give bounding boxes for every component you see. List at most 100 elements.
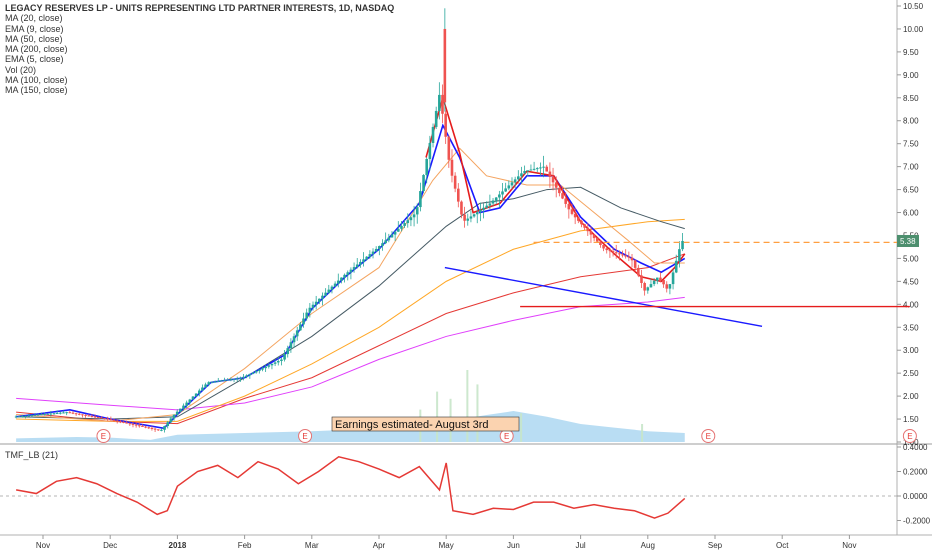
candle-body (460, 201, 463, 215)
candle-body (352, 267, 356, 270)
candle-body (242, 376, 245, 378)
candle-body (68, 412, 72, 414)
candle-body (147, 427, 151, 429)
candle-body (488, 203, 492, 206)
candle-body (586, 227, 590, 232)
candle-body (403, 223, 406, 226)
candle-body (618, 253, 621, 255)
candle-body (558, 187, 561, 194)
candle-body (283, 354, 286, 360)
candle-body (330, 286, 334, 290)
candle-body (374, 248, 378, 252)
last-price-tag (897, 234, 919, 247)
candle-body (134, 424, 138, 426)
candle-body (46, 413, 50, 415)
candle-body (179, 408, 182, 412)
price-tick-label: 6.50 (903, 186, 919, 195)
candle-body (295, 330, 299, 337)
candle-body (655, 277, 659, 281)
price-tick-label: 9.00 (903, 71, 919, 80)
candle-body (119, 421, 122, 423)
volume-bar (476, 384, 479, 442)
candle-body (36, 414, 40, 416)
candle-body (438, 94, 441, 111)
ma-line (16, 186, 685, 420)
candle-body (144, 426, 147, 428)
time-tick-label: Sep (708, 541, 723, 550)
oscillator-label: TMF_LB (21) (5, 450, 59, 460)
candle-body (204, 384, 207, 388)
candle-body (24, 415, 27, 417)
candle-body (185, 402, 188, 406)
price-tick-label: 8.50 (903, 94, 919, 103)
candle-body (131, 423, 135, 425)
candle-body (561, 193, 564, 199)
candle-body (273, 362, 277, 364)
price-pane (0, 2, 897, 443)
candle-body (554, 182, 558, 188)
volume-bar (641, 424, 644, 442)
candle-body (498, 194, 501, 198)
price-tick-label: 4.50 (903, 277, 919, 286)
candle-body (43, 414, 46, 416)
candle-body (602, 244, 605, 249)
candle-body (248, 373, 252, 376)
candle-body (324, 292, 327, 296)
candle-body (355, 264, 359, 268)
candle-body (671, 272, 675, 285)
candle-body (40, 414, 43, 416)
annotation-text: Earnings estimated- August 3rd (335, 419, 488, 431)
price-tick-label: 6.00 (903, 209, 919, 218)
candle-body (681, 240, 684, 250)
candle-body (390, 234, 394, 238)
candle-body (194, 393, 198, 397)
time-tick-label: Aug (641, 541, 655, 550)
candle-body (400, 225, 403, 229)
candle-body (520, 173, 523, 177)
candle-body (216, 380, 220, 382)
candle-body (513, 179, 517, 183)
candle-body (125, 422, 128, 424)
candle-body (425, 158, 429, 176)
candle-body (264, 366, 267, 369)
candle-body (128, 423, 132, 425)
candle-body (649, 284, 653, 288)
candle-body (614, 252, 618, 254)
candle-body (624, 255, 627, 257)
candle-body (100, 417, 103, 419)
candle-body (213, 381, 217, 383)
candle-body (482, 207, 485, 210)
candle-body (510, 182, 514, 186)
time-tick-label: Jul (575, 541, 585, 550)
candle-body (463, 214, 466, 221)
candle-body (637, 267, 640, 276)
candle-body (611, 251, 615, 253)
price-tick-label: 3.50 (903, 323, 919, 332)
candle-body (166, 422, 170, 427)
price-tick-label: 9.50 (903, 48, 919, 57)
time-tick-label: Nov (842, 541, 856, 550)
candle-body (479, 209, 482, 213)
oscillator-line (15, 455, 686, 519)
time-tick-label: Dec (103, 541, 117, 550)
price-tick-label: 7.00 (903, 163, 919, 172)
candle-body (188, 399, 192, 403)
candle-body (198, 390, 201, 394)
candle-body (280, 359, 283, 361)
candle-body (595, 238, 599, 242)
candle-body (485, 205, 489, 208)
candle-body (349, 269, 353, 273)
ma-line (16, 296, 685, 411)
candle-body (504, 188, 507, 192)
candle-body (308, 307, 312, 313)
candle-body (201, 387, 204, 391)
candle-body (55, 412, 59, 414)
candle-body (270, 363, 274, 366)
candle-body (333, 283, 337, 287)
candle-body (475, 212, 479, 215)
candle-body (84, 414, 87, 416)
candle-body (311, 304, 315, 308)
candle-body (393, 231, 397, 235)
price-tick-label: 2.00 (903, 392, 919, 401)
